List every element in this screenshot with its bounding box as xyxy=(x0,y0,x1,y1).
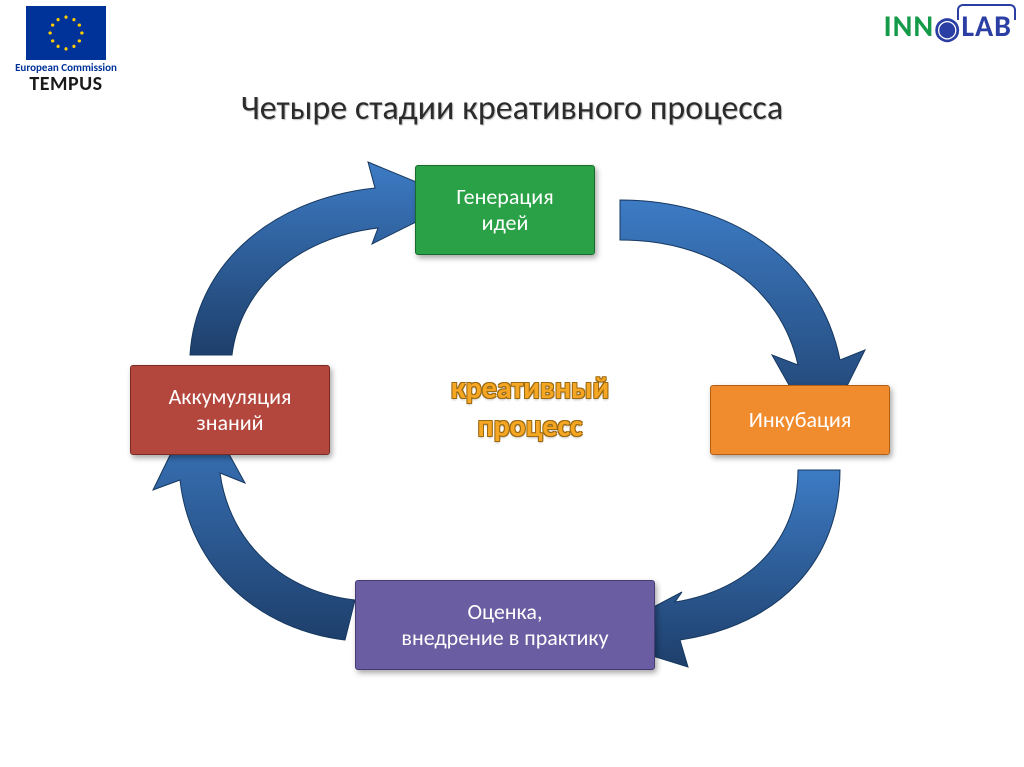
center-line2: процесс xyxy=(478,408,583,445)
cycle-node-bottom: Оценка, внедрение в практику xyxy=(355,580,655,670)
center-line1: креативный xyxy=(451,370,609,407)
cycle-node-left: Аккумуляция знаний xyxy=(130,365,330,455)
cycle-diagram: Генерация идей Инкубация Оценка, внедрение… xyxy=(120,140,900,700)
cycle-node-label-left: Аккумуляция знаний xyxy=(169,384,292,437)
cycle-node-label-bottom: Оценка, внедрение в практику xyxy=(401,599,608,652)
cycle-node-label-right: Инкубация xyxy=(749,407,852,433)
lab-text: LAB xyxy=(961,8,1012,45)
cycle-node-right: Инкубация xyxy=(710,385,890,455)
inno-text: INN xyxy=(884,8,935,45)
center-label: креативный процесс xyxy=(420,370,640,445)
eu-tempus-logo: European Commission TEMPUS xyxy=(6,6,126,95)
cycle-node-top: Генерация идей xyxy=(415,165,595,255)
cycle-node-label-top: Генерация идей xyxy=(456,184,553,237)
slide-title: Четыре стадии креативного процесса xyxy=(0,88,1024,129)
innolab-logo: INN◉LAB xyxy=(884,8,1012,45)
eu-flag-icon xyxy=(26,6,106,60)
